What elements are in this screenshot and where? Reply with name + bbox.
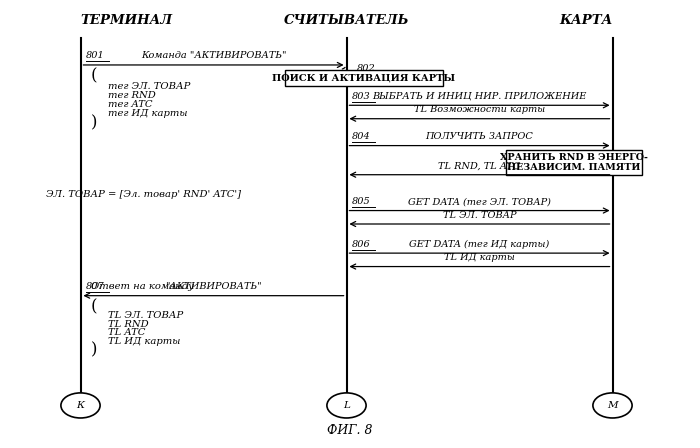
Text: 801: 801 [86,52,105,60]
Text: ЭЛ. ТОВАР = [Эл. товар' RND' ATC']: ЭЛ. ТОВАР = [Эл. товар' RND' ATC'] [46,190,241,199]
Text: TL ЭЛ. ТОВАР: TL ЭЛ. ТОВАР [108,311,183,320]
Text: ): ) [91,341,97,358]
Text: 805: 805 [352,197,371,206]
Text: ХРАНИТЬ RND В ЭНЕРГО-
НЕЗАВИСИМ. ПАМЯТИ: ХРАНИТЬ RND В ЭНЕРГО- НЕЗАВИСИМ. ПАМЯТИ [500,153,648,172]
FancyBboxPatch shape [286,70,443,86]
Text: тег ЭЛ. ТОВАР: тег ЭЛ. ТОВАР [108,82,191,91]
Text: ПОЛУЧИТЬ ЗАПРОС: ПОЛУЧИТЬ ЗАПРОС [426,132,533,141]
FancyBboxPatch shape [505,150,643,175]
Text: 803: 803 [352,92,371,101]
Text: (: ( [91,298,97,315]
Text: L: L [343,401,350,410]
Text: Команда "АКТИВИРОВАТЬ": Команда "АКТИВИРОВАТЬ" [141,52,286,60]
Text: Ответ на команду: Ответ на команду [91,282,194,291]
Text: TL ATC: TL ATC [108,328,146,337]
Text: 806: 806 [352,240,371,249]
Text: 807: 807 [86,282,105,291]
Text: "АКТИВИРОВАТЬ": "АКТИВИРОВАТЬ" [165,282,262,291]
Circle shape [61,393,100,418]
Text: GET DATA (тег ИД карты): GET DATA (тег ИД карты) [410,240,550,249]
Text: тег ИД карты: тег ИД карты [108,109,188,118]
Text: М: М [607,401,618,410]
Text: тег RND: тег RND [108,91,156,100]
Text: ТЕРМИНАЛ: ТЕРМИНАЛ [80,13,173,27]
Text: ФИГ. 8: ФИГ. 8 [328,423,372,437]
Text: TL ИД карты: TL ИД карты [444,253,515,262]
Text: TL ИД карты: TL ИД карты [108,337,181,346]
Text: (: ( [91,68,97,85]
Text: ): ) [91,114,97,131]
Text: TL ЭЛ. ТОВАР: TL ЭЛ. ТОВАР [443,211,517,220]
Circle shape [327,393,366,418]
Text: К: К [76,401,85,410]
Text: GET DATA (тег ЭЛ. ТОВАР): GET DATA (тег ЭЛ. ТОВАР) [408,197,551,206]
Text: TL Возможности карты: TL Возможности карты [414,105,545,114]
Text: TL RND, TL ATC: TL RND, TL ATC [438,161,521,170]
Text: ПОИСК И АКТИВАЦИЯ КАРТЫ: ПОИСК И АКТИВАЦИЯ КАРТЫ [272,73,456,82]
Text: 804: 804 [352,132,371,141]
Text: 802: 802 [357,64,376,73]
Text: КАРТА: КАРТА [559,13,612,27]
Text: тег ATC: тег ATC [108,100,153,109]
Text: СЧИТЫВАТЕЛЬ: СЧИТЫВАТЕЛЬ [284,13,409,27]
Text: TL RND: TL RND [108,320,149,329]
Text: ВЫБРАТЬ И ИНИЦ НИР. ПРИЛОЖЕНИЕ: ВЫБРАТЬ И ИНИЦ НИР. ПРИЛОЖЕНИЕ [372,92,587,101]
Circle shape [593,393,632,418]
